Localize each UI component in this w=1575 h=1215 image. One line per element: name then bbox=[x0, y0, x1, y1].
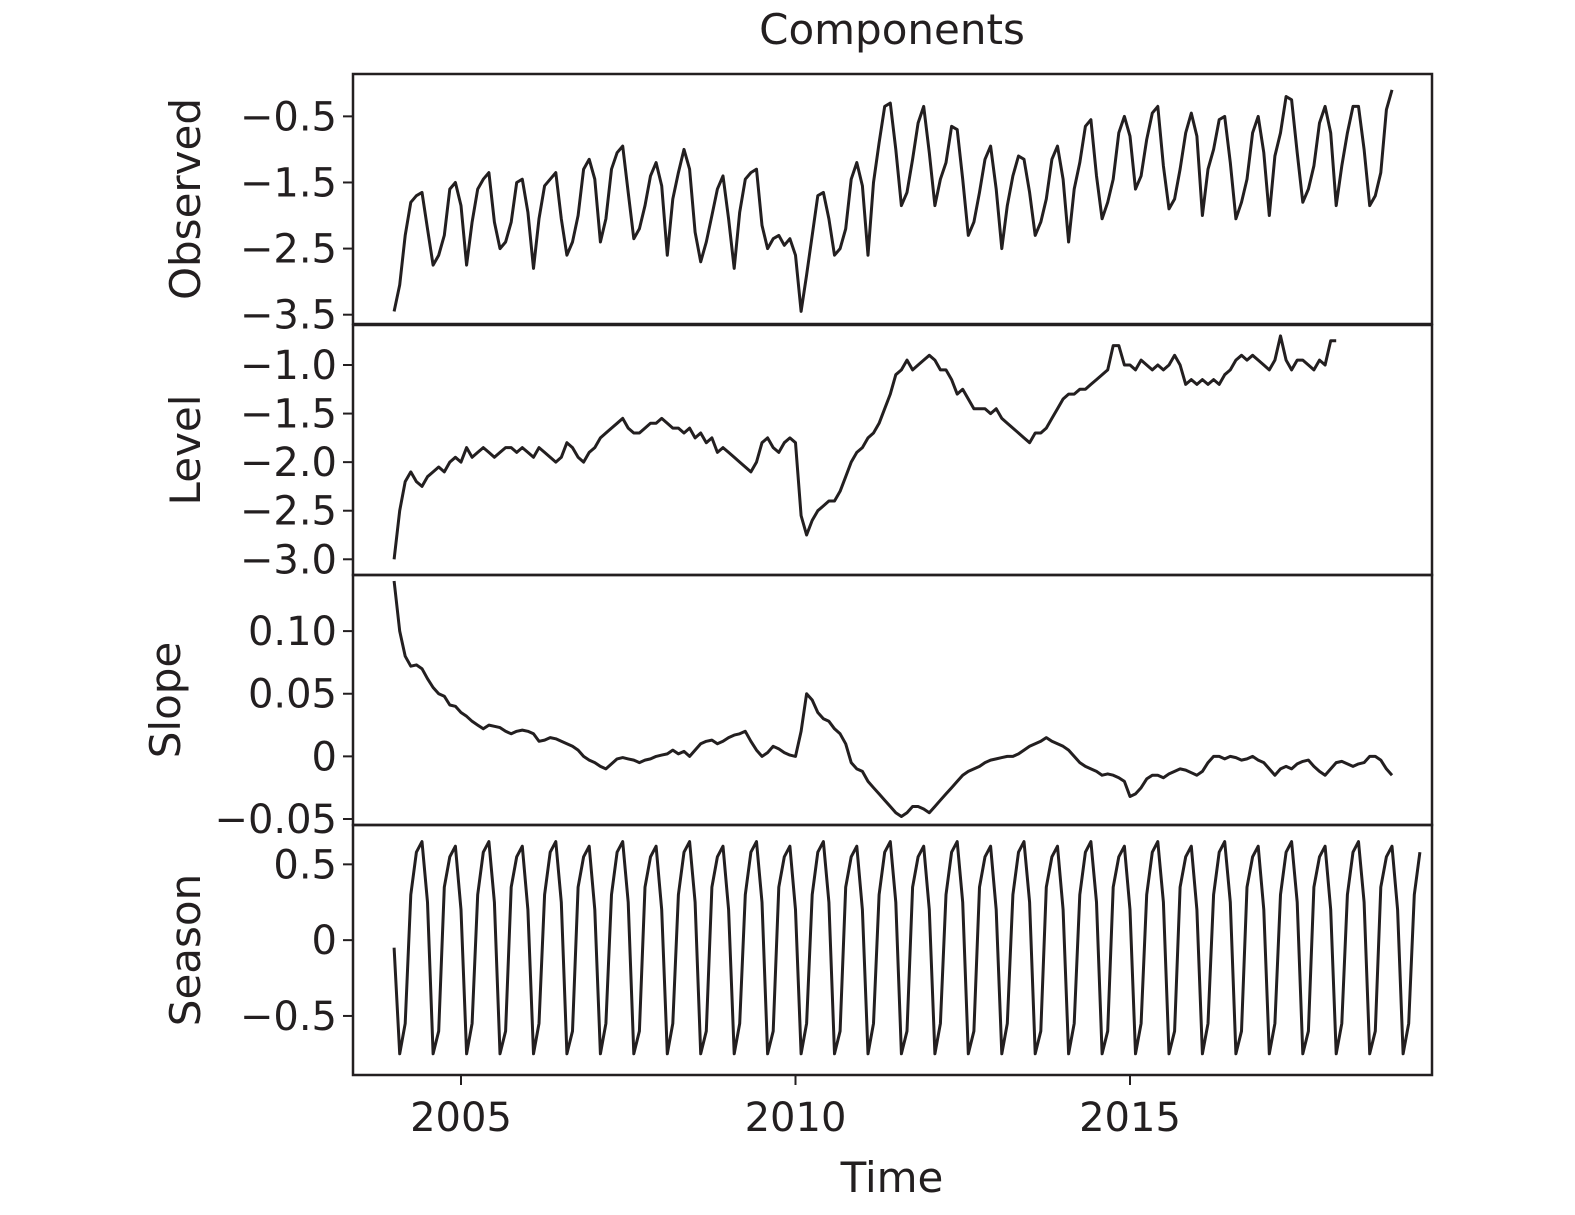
x-tick-label: 2010 bbox=[745, 1095, 847, 1141]
series-line-slope bbox=[392, 580, 1394, 818]
y-tick-label-level: −2.0 bbox=[240, 440, 337, 486]
chart-title: Components bbox=[759, 5, 1025, 54]
y-tick-label-level: −2.5 bbox=[240, 489, 337, 535]
panel-frame-slope bbox=[351, 573, 1434, 827]
y-tick-label-observed: −1.5 bbox=[240, 160, 337, 206]
y-tick-label-season: −0.5 bbox=[240, 994, 337, 1040]
panel-label-season: Season bbox=[161, 874, 210, 1026]
x-axis-title: Time bbox=[840, 1153, 944, 1202]
panel-level: −1.0−1.5−2.0−2.5−3.0 Level bbox=[161, 323, 1434, 583]
x-tick-label: 2005 bbox=[410, 1095, 512, 1141]
panel-label-observed: Observed bbox=[161, 98, 210, 300]
series-line-season bbox=[392, 840, 1422, 1056]
y-tick-label-slope: 0.05 bbox=[248, 672, 337, 718]
x-axis: 2005 2010 2015 bbox=[410, 1075, 1181, 1141]
y-tick-label-season: 0.5 bbox=[273, 842, 337, 888]
y-tick-label-slope: 0.10 bbox=[248, 609, 337, 655]
y-tick-label-level: −3.0 bbox=[240, 537, 337, 583]
series-line-level bbox=[392, 334, 1337, 560]
panel-observed: −0.5 −1.5 −2.5 −3.5 Observed bbox=[161, 72, 1434, 339]
panel-slope: 0.10 0.05 0 −0.05 Slope bbox=[141, 573, 1434, 843]
series-line-observed bbox=[392, 89, 1394, 313]
x-tick-label: 2015 bbox=[1079, 1095, 1181, 1141]
y-tick-label-observed: −2.5 bbox=[240, 227, 337, 273]
y-tick-label-slope: −0.05 bbox=[214, 797, 337, 843]
panel-label-level: Level bbox=[161, 395, 210, 506]
y-tick-label-observed: −3.5 bbox=[240, 293, 337, 339]
y-tick-label-season: 0 bbox=[312, 918, 337, 964]
y-tick-label-level: −1.0 bbox=[240, 343, 337, 389]
panels-group: −0.5−1.5−2.5−3.5Observed−1.0−1.5−2.0−2.5… bbox=[141, 72, 1434, 1077]
y-tick-label-slope: 0 bbox=[312, 734, 337, 780]
panel-frame-season bbox=[351, 823, 1434, 1077]
y-tick-label-observed: −0.5 bbox=[240, 94, 337, 140]
panel-season: 0.5 0 −0.5 Season bbox=[161, 823, 1434, 1077]
y-tick-label-level: −1.5 bbox=[240, 392, 337, 438]
panel-label-slope: Slope bbox=[141, 642, 190, 759]
